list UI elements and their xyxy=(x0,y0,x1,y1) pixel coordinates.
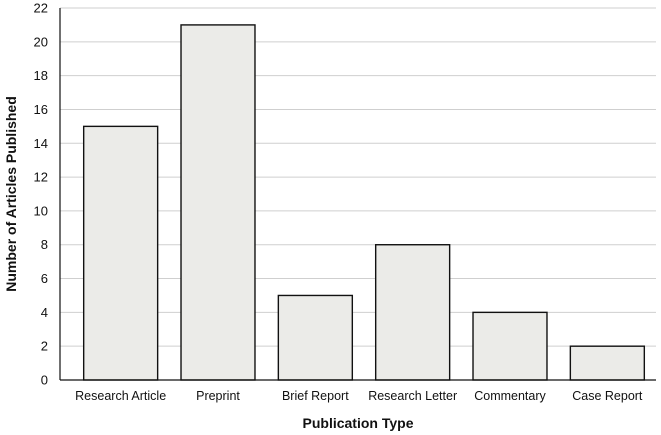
x-tick-labels: Research Article Preprint Brief Report Rese… xyxy=(75,389,643,403)
y-tick-label: 20 xyxy=(34,34,48,49)
axes xyxy=(59,8,656,381)
y-tick-label: 6 xyxy=(41,271,48,286)
y-tick-label: 10 xyxy=(34,203,48,218)
y-tick-label: 0 xyxy=(41,373,48,388)
bar-case-report xyxy=(569,345,646,381)
x-tick-label: Case Report xyxy=(572,389,643,403)
y-tick-label: 14 xyxy=(34,136,48,151)
y-tick-label: 8 xyxy=(41,237,48,252)
bar-brief-report xyxy=(277,294,354,381)
bar-research-letter xyxy=(374,244,451,381)
y-tick-label: 16 xyxy=(34,102,48,117)
bars xyxy=(82,24,646,381)
x-tick-label: Commentary xyxy=(474,389,546,403)
y-tick-labels: 0 2 4 6 8 10 12 14 16 18 20 22 xyxy=(34,1,48,388)
y-tick-label: 4 xyxy=(41,305,48,320)
y-axis-title: Number of Articles Published xyxy=(3,96,19,292)
x-axis-title: Publication Type xyxy=(303,415,414,431)
x-tick-label: Brief Report xyxy=(282,389,349,403)
y-tick-label: 2 xyxy=(41,339,48,354)
bar-commentary xyxy=(472,311,548,381)
x-tick-label: Research Article xyxy=(75,389,166,403)
bar-research-article xyxy=(82,125,159,381)
grid-lines xyxy=(60,7,656,347)
x-tick-label: Research Letter xyxy=(368,389,457,403)
x-tick-label: Preprint xyxy=(196,389,240,403)
bar-preprint xyxy=(180,24,256,381)
y-tick-label: 12 xyxy=(34,170,48,185)
y-tick-label: 22 xyxy=(34,1,48,16)
y-tick-label: 18 xyxy=(34,68,48,83)
